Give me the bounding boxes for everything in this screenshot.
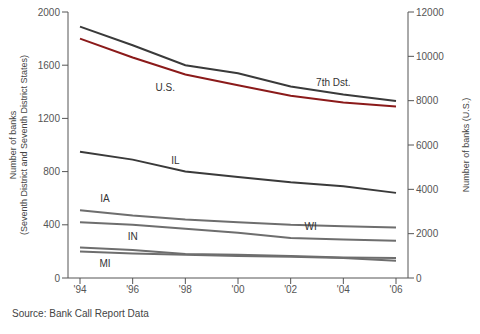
svg-text:'94: '94 [73, 284, 86, 295]
svg-text:8000: 8000 [416, 95, 439, 106]
svg-text:'00: '00 [231, 284, 244, 295]
svg-text:'96: '96 [126, 284, 139, 295]
svg-text:IN: IN [128, 231, 138, 242]
svg-text:'06: '06 [389, 284, 402, 295]
svg-text:'04: '04 [337, 284, 350, 295]
svg-text:800: 800 [43, 166, 60, 177]
svg-text:400: 400 [43, 219, 60, 230]
svg-text:'02: '02 [284, 284, 297, 295]
svg-text:7th Dst.: 7th Dst. [316, 77, 350, 88]
svg-text:0: 0 [54, 273, 60, 284]
svg-text:0: 0 [416, 273, 422, 284]
svg-text:U.S.: U.S. [156, 82, 175, 93]
html-text:Number of banks (U.S.): Number of banks (U.S.) [461, 97, 471, 193]
svg-text:2000: 2000 [38, 7, 61, 18]
svg-text:WI: WI [305, 221, 317, 232]
html-text:Number of banks: Number of banks [8, 110, 18, 180]
svg-text:IL: IL [171, 155, 180, 166]
svg-text:MI: MI [99, 258, 110, 269]
html-text:(Seventh District and Seventh: (Seventh District and Seventh District S… [19, 55, 29, 235]
svg-text:6000: 6000 [416, 140, 439, 151]
html-text:Source: Bank Call Report Data: Source: Bank Call Report Data [12, 308, 149, 319]
svg-text:1600: 1600 [38, 60, 61, 71]
svg-text:12000: 12000 [416, 7, 444, 18]
svg-text:IA: IA [100, 193, 110, 204]
svg-text:10000: 10000 [416, 51, 444, 62]
svg-text:2000: 2000 [416, 228, 439, 239]
svg-text:4000: 4000 [416, 184, 439, 195]
svg-text:'98: '98 [179, 284, 192, 295]
svg-text:1200: 1200 [38, 113, 61, 124]
